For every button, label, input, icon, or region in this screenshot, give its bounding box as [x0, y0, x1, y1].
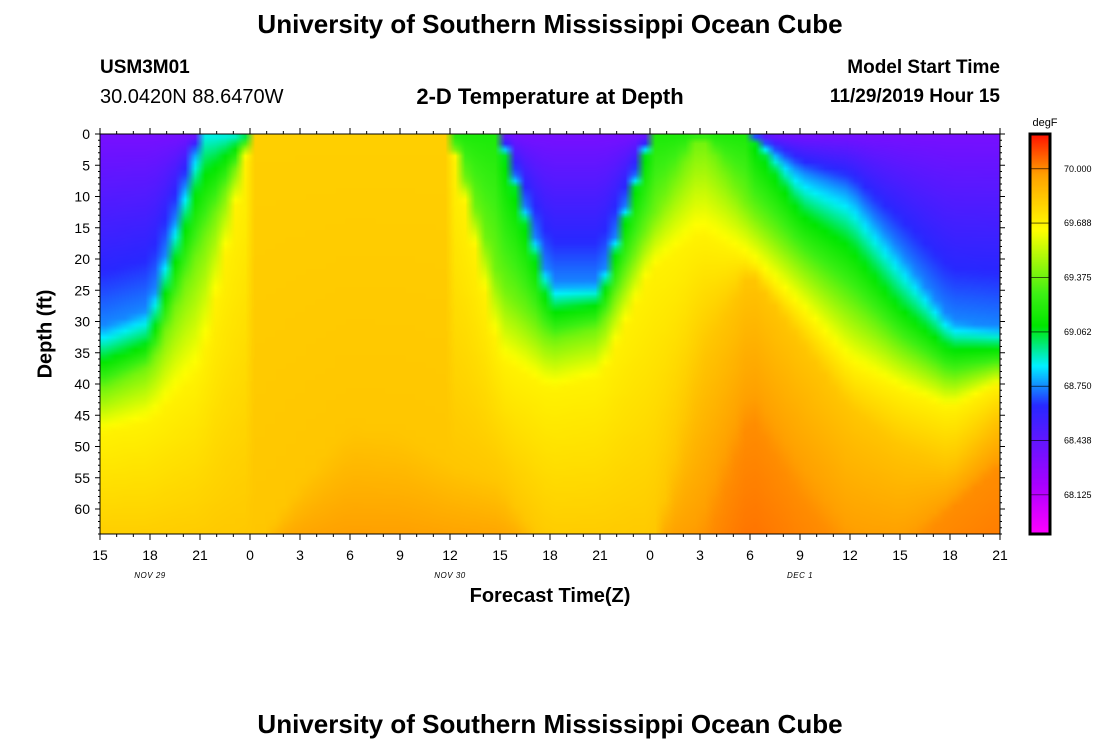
x-tick-label: 15: [492, 547, 508, 563]
colorbar-tick-label: 69.688: [1064, 218, 1092, 228]
colorbar-tick-label: 70.000: [1064, 164, 1092, 174]
x-tick-label: 18: [942, 547, 958, 563]
x-axis-label: Forecast Time(Z): [469, 585, 631, 607]
model-start-value: 11/29/2019 Hour 15: [829, 86, 1000, 107]
x-tick-label: 6: [746, 547, 754, 563]
y-tick-label: 5: [82, 157, 90, 173]
y-tick-label: 30: [74, 314, 90, 330]
y-tick-label: 60: [74, 501, 90, 517]
chart-subtitle: 2-D Temperature at Depth: [416, 84, 684, 109]
y-tick-label: 40: [74, 376, 90, 392]
x-tick-label: 9: [396, 547, 404, 563]
plot-frame: [99, 133, 1001, 535]
x-tick-label: 21: [992, 547, 1008, 563]
temperature-heatmap: [100, 134, 1000, 534]
y-tick-label: 35: [74, 345, 90, 361]
y-tick-label: 0: [82, 126, 90, 142]
x-tick-label: 9: [796, 547, 804, 563]
x-tick-label: 3: [296, 547, 304, 563]
colorbar-tick-label: 68.125: [1064, 490, 1092, 500]
y-tick-label: 55: [74, 470, 90, 486]
x-tick-label: 6: [346, 547, 354, 563]
footer-title: University of Southern Mississippi Ocean…: [257, 709, 843, 739]
x-tick-label: 21: [192, 547, 208, 563]
x-tick-label: 12: [842, 547, 858, 563]
y-axis-label: Depth (ft): [34, 289, 57, 379]
x-tick-label: 15: [892, 547, 908, 563]
page-title: University of Southern Mississippi Ocean…: [257, 9, 843, 39]
station-coordinates: 30.0420N 88.6470W: [100, 86, 284, 108]
x-tick-label: 12: [442, 547, 458, 563]
date-label: DEC 1: [787, 571, 813, 580]
x-tick-label: 21: [592, 547, 608, 563]
x-axis: 15 18 21 0 3 6 9 12 15 18 21 0 3 6 9 12 15 18 21 NOV 29 NOV …: [92, 128, 1008, 580]
colorbar-frame: [1028, 132, 1052, 536]
y-tick-label: 45: [74, 407, 90, 423]
x-tick-label: 3: [696, 547, 704, 563]
x-tick-label: 18: [542, 547, 558, 563]
colorbar-axis: degF 70.000 69.688 69.375 69.062 68.750 68.438…: [1028, 117, 1092, 536]
x-tick-label: 18: [142, 547, 158, 563]
station-id: USM3M01: [100, 57, 190, 78]
colorbar-tick-label: 68.750: [1064, 381, 1092, 391]
y-tick-label: 50: [74, 439, 90, 455]
date-label: NOV 29: [134, 571, 166, 580]
colorbar-tick-label: 69.375: [1064, 272, 1092, 282]
x-tick-label: 15: [92, 547, 108, 563]
colorbar-unit: degF: [1032, 117, 1057, 129]
date-label: NOV 30: [434, 571, 466, 580]
x-tick-label: 0: [646, 547, 654, 563]
model-start-label: Model Start Time: [847, 57, 1000, 78]
colorbar-tick-label: 69.062: [1064, 327, 1092, 337]
colorbar-gradient: [1030, 134, 1050, 534]
y-tick-label: 15: [74, 220, 90, 236]
x-tick-label: 0: [246, 547, 254, 563]
y-tick-label: 25: [74, 282, 90, 298]
y-tick-label: 20: [74, 251, 90, 267]
colorbar-tick-label: 68.438: [1064, 435, 1092, 445]
y-tick-label: 10: [74, 189, 90, 205]
